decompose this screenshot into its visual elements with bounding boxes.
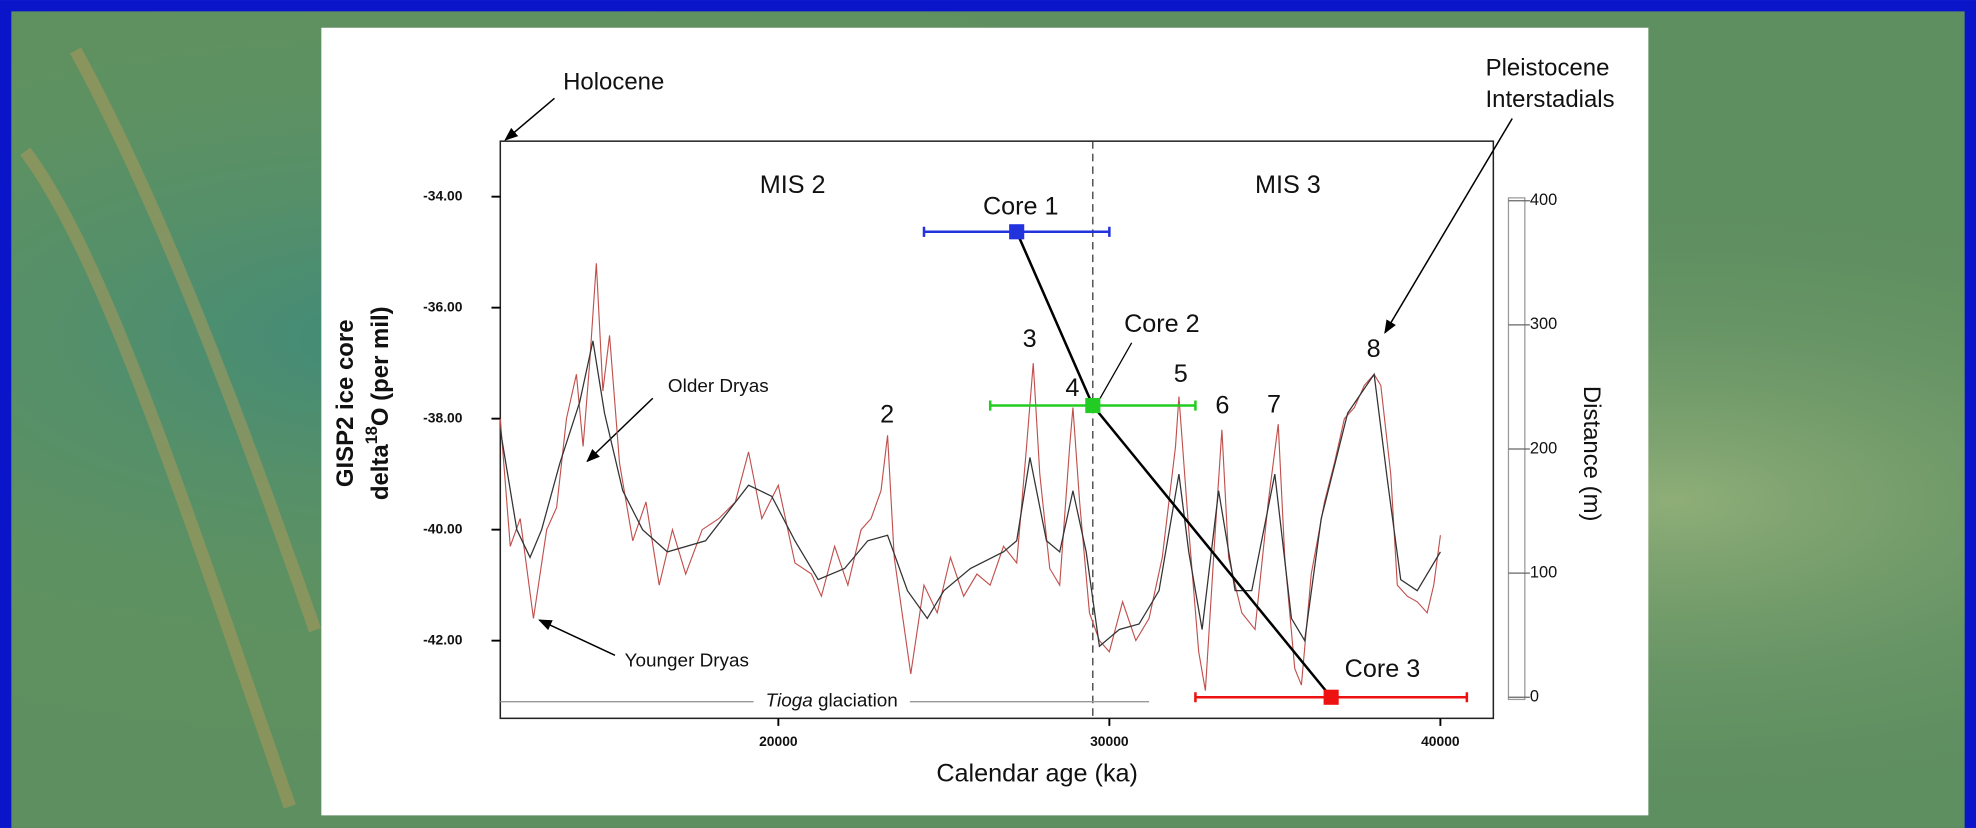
x-axis-label: Calendar age (ka) (936, 760, 1138, 788)
mis-label: MIS 3 (1255, 171, 1321, 199)
y2-tick-label: 200 (1530, 439, 1557, 457)
annotation: Pleistocene (1486, 55, 1610, 82)
peak-label: 6 (1215, 392, 1229, 420)
x-tick-label: 40000 (1421, 733, 1460, 749)
core-label: Core 2 (1124, 310, 1200, 338)
mis-label: MIS 2 (760, 171, 826, 199)
y-axis-label: delta18O (per mil) (363, 306, 394, 500)
core-label: Core 1 (983, 193, 1059, 221)
y-axis-label-part: O (per mil) (367, 306, 394, 426)
slide: Calendar age (ka) GISP2 ice core delta18… (0, 0, 1976, 828)
y-tick-label: -36.00 (423, 298, 463, 314)
y-axis-label: GISP2 ice core (332, 319, 359, 487)
y-tick-label: -34.00 (423, 187, 463, 203)
y-tick-label: -38.00 (423, 409, 463, 425)
core-point (1085, 398, 1100, 413)
tioga-label: Tioga glaciation (766, 691, 898, 712)
annotation: Younger Dryas (625, 651, 749, 672)
peak-label: 4 (1065, 374, 1079, 402)
tioga-rest: glaciation (813, 691, 898, 712)
x-tick-label: 30000 (1090, 733, 1129, 749)
annotation: Older Dryas (668, 376, 769, 397)
peak-label: 8 (1367, 335, 1381, 363)
tioga-italic: Tioga (766, 691, 813, 712)
y2-tick-label: 0 (1530, 688, 1539, 706)
y2-tick-label: 400 (1530, 191, 1557, 209)
y2-axis-label: Distance (m) (1578, 386, 1605, 522)
annotation: Interstadials (1486, 86, 1615, 113)
y-tick-label: -40.00 (423, 520, 463, 536)
x-tick-label: 20000 (759, 733, 798, 749)
core-point (1009, 224, 1024, 239)
y2-tick-label: 300 (1530, 315, 1557, 333)
y-axis-label-sup: 18 (363, 426, 381, 444)
y-tick-label: -42.00 (423, 631, 463, 647)
annotation: Holocene (563, 69, 664, 96)
peak-label: 7 (1267, 390, 1281, 418)
peak-label: 5 (1174, 360, 1188, 388)
y-axis-label-part: delta (367, 444, 394, 501)
page: Calendar age (ka) GISP2 ice core delta18… (0, 0, 1976, 828)
core-point (1324, 690, 1339, 705)
y2-tick-label: 100 (1530, 563, 1557, 581)
peak-label: 3 (1023, 325, 1037, 353)
peak-label: 2 (880, 401, 894, 429)
core-label: Core 3 (1345, 655, 1421, 683)
